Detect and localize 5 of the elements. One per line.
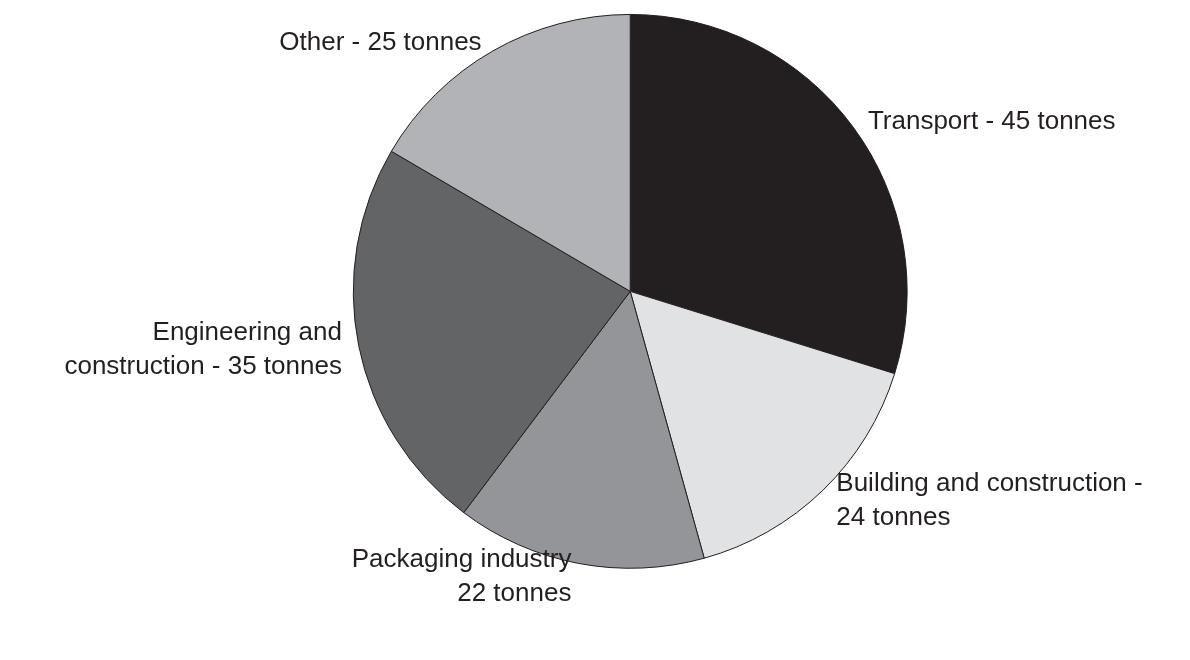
slice-label: Transport - 45 tonnes (867, 105, 1116, 136)
slice-label: Engineering and construction - 35 tonnes (64, 316, 342, 381)
slice-label: Other - 25 tonnes (279, 25, 482, 56)
slice-label: Building and construction - 24 tonnes (836, 466, 1143, 531)
slice-label: Packaging industry 22 tonnes (351, 543, 572, 608)
